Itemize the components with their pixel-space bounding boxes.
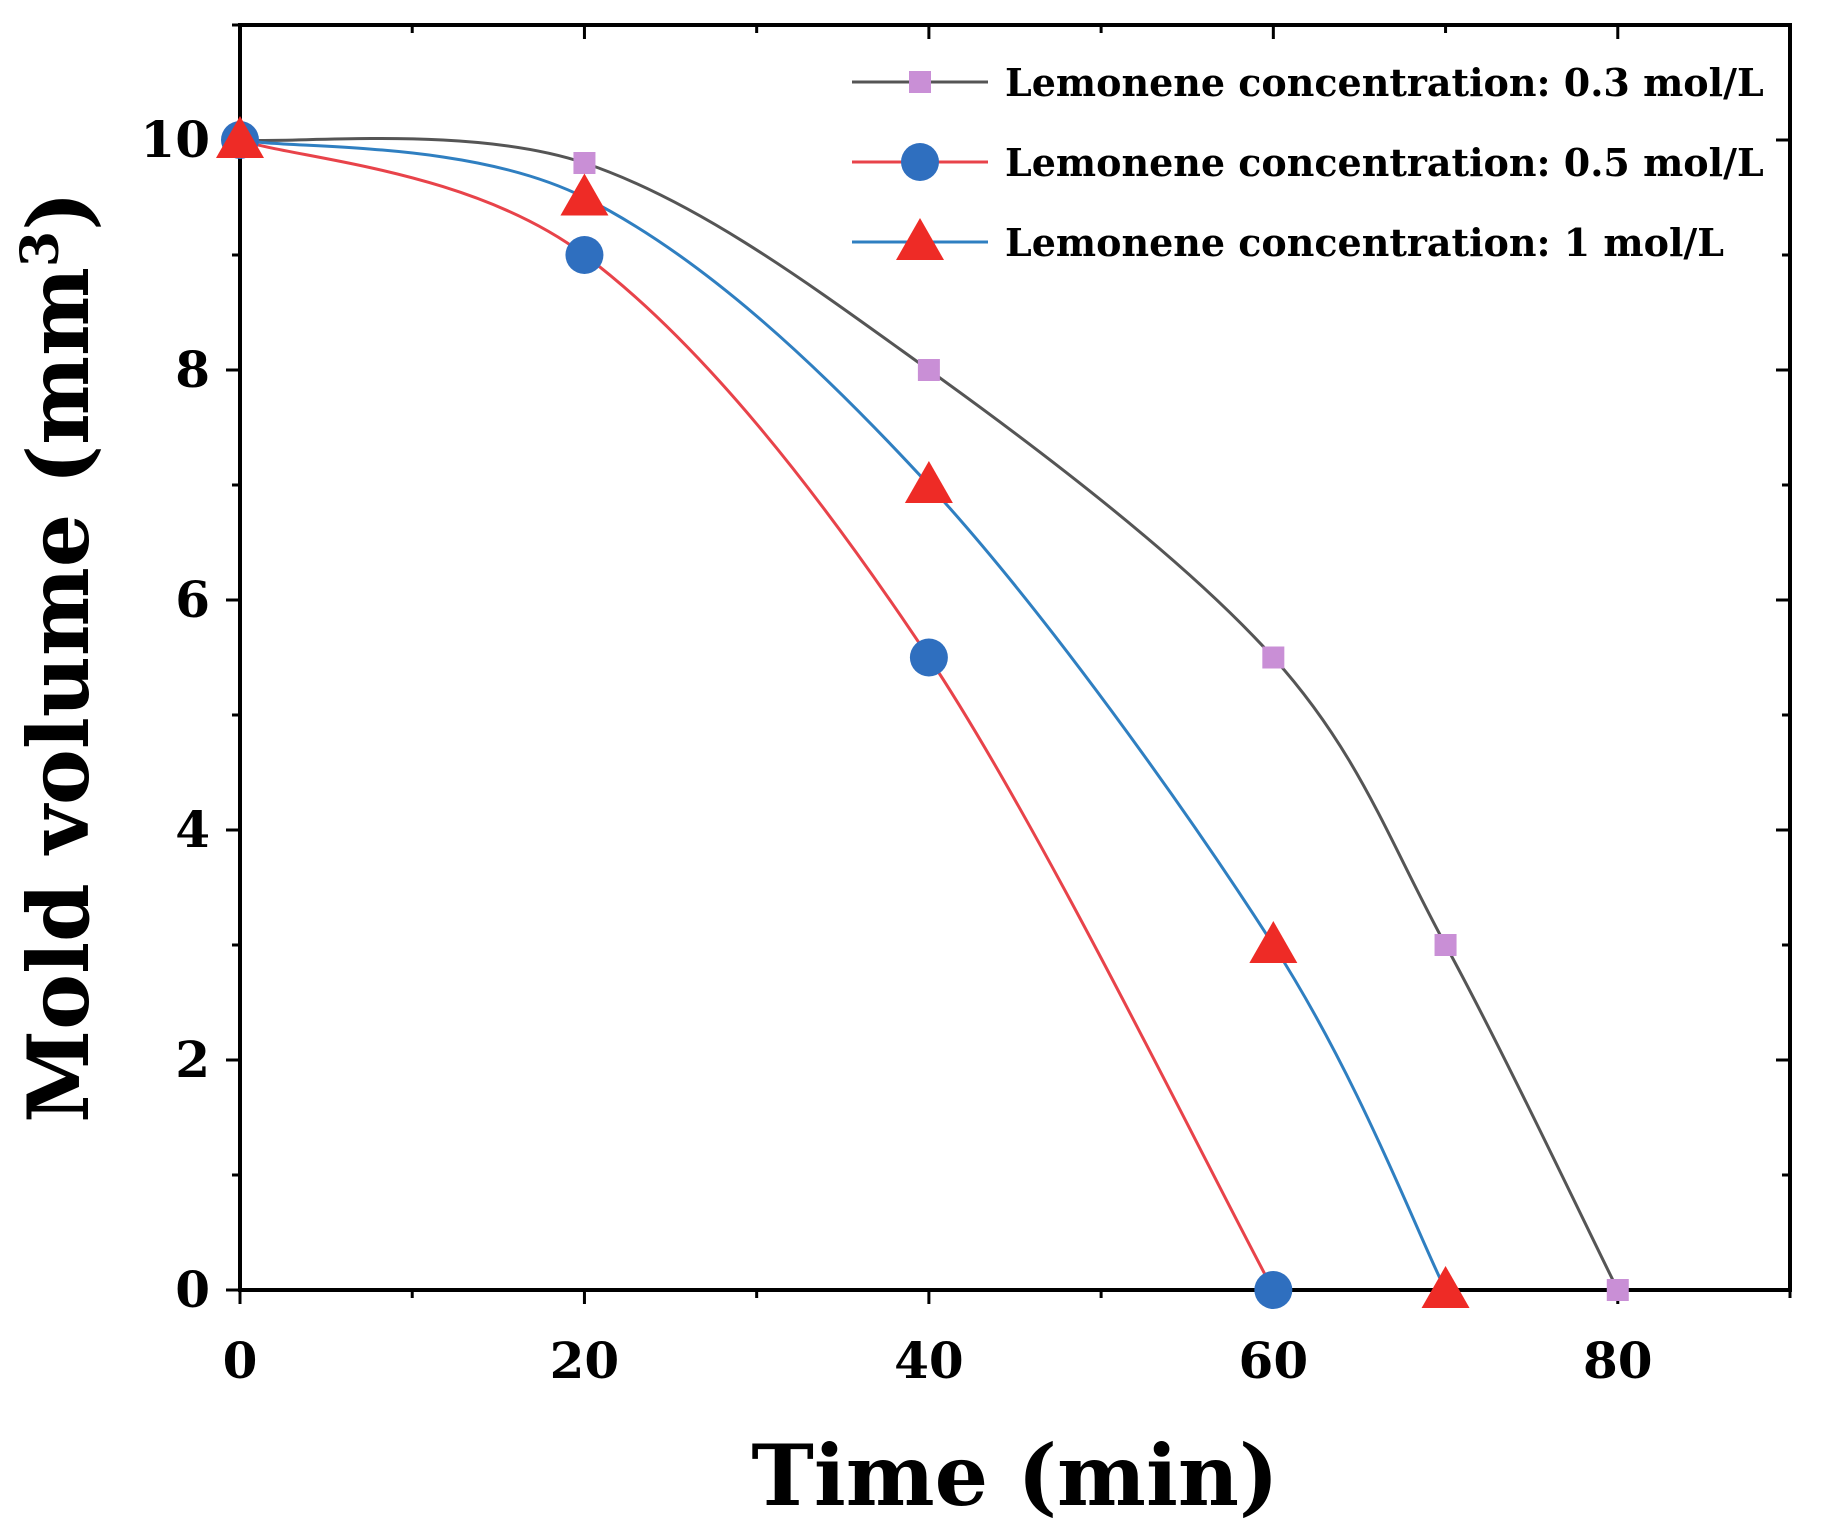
series-markers-square — [229, 129, 1629, 1301]
legend-entry: Lemonene concentration: 0.5 mol/L — [852, 140, 1764, 185]
series-markers-triangle — [216, 116, 1470, 1308]
x-tick-label: 80 — [1583, 1331, 1653, 1390]
data-point — [560, 173, 609, 216]
data-point — [565, 236, 604, 274]
y-tick-label: 10 — [140, 110, 210, 169]
legend-label: Lemonene concentration: 1 mol/L — [1005, 220, 1724, 265]
series-line — [239, 137, 1620, 1291]
y-tick-label: 2 — [175, 1030, 210, 1089]
y-tick-label: 8 — [175, 340, 210, 399]
data-point — [917, 359, 940, 381]
series-line — [239, 138, 1275, 1291]
series-markers-circle — [221, 121, 1293, 1309]
data-point — [573, 152, 596, 174]
series-line — [239, 138, 1447, 1291]
legend: Lemonene concentration: 0.3 mol/L Lemonen… — [852, 60, 1764, 265]
data-point — [904, 461, 953, 503]
series-circle — [239, 138, 1275, 1291]
data-point — [1249, 921, 1298, 963]
legend-marker — [901, 143, 939, 181]
data-point — [1254, 1271, 1293, 1309]
y-tick-label: 4 — [175, 800, 210, 859]
x-tick-label: 40 — [894, 1331, 964, 1390]
plot-frame — [238, 23, 1792, 1292]
legend-label: Lemonene concentration: 0.5 mol/L — [1005, 140, 1764, 185]
x-tick-label: 60 — [1239, 1331, 1309, 1390]
y-tick-label: 6 — [175, 570, 210, 629]
data-point — [216, 116, 264, 158]
y-axis-title-main: Mold volume (mm — [9, 267, 108, 1123]
x-axis-title: Time (min) — [751, 1426, 1278, 1525]
axis-ticks: 0 20 40 60 80 0 2 4 6 8 10 — [140, 23, 1792, 1390]
legend-marker — [909, 71, 931, 93]
y-tick-label: 0 — [175, 1260, 210, 1319]
data-point — [1262, 646, 1285, 669]
data-point — [1421, 1266, 1470, 1308]
legend-marker — [896, 218, 944, 260]
y-axis-title: Mold volume (mm3) — [9, 191, 108, 1123]
data-point — [909, 638, 948, 677]
data-point — [1434, 934, 1457, 956]
y-axis-title-close: ) — [9, 191, 108, 231]
data-point — [1606, 1279, 1629, 1301]
series-triangle — [239, 138, 1447, 1291]
x-tick-label: 0 — [223, 1331, 258, 1390]
x-tick-label: 20 — [550, 1331, 620, 1390]
series-layer — [216, 116, 1629, 1309]
series-square — [239, 137, 1620, 1291]
legend-entry: Lemonene concentration: 0.3 mol/L — [852, 60, 1764, 105]
legend-entry: Lemonene concentration: 1 mol/L — [852, 218, 1724, 265]
legend-label: Lemonene concentration: 0.3 mol/L — [1005, 60, 1764, 105]
y-axis-title-superscript: 3 — [10, 231, 71, 267]
